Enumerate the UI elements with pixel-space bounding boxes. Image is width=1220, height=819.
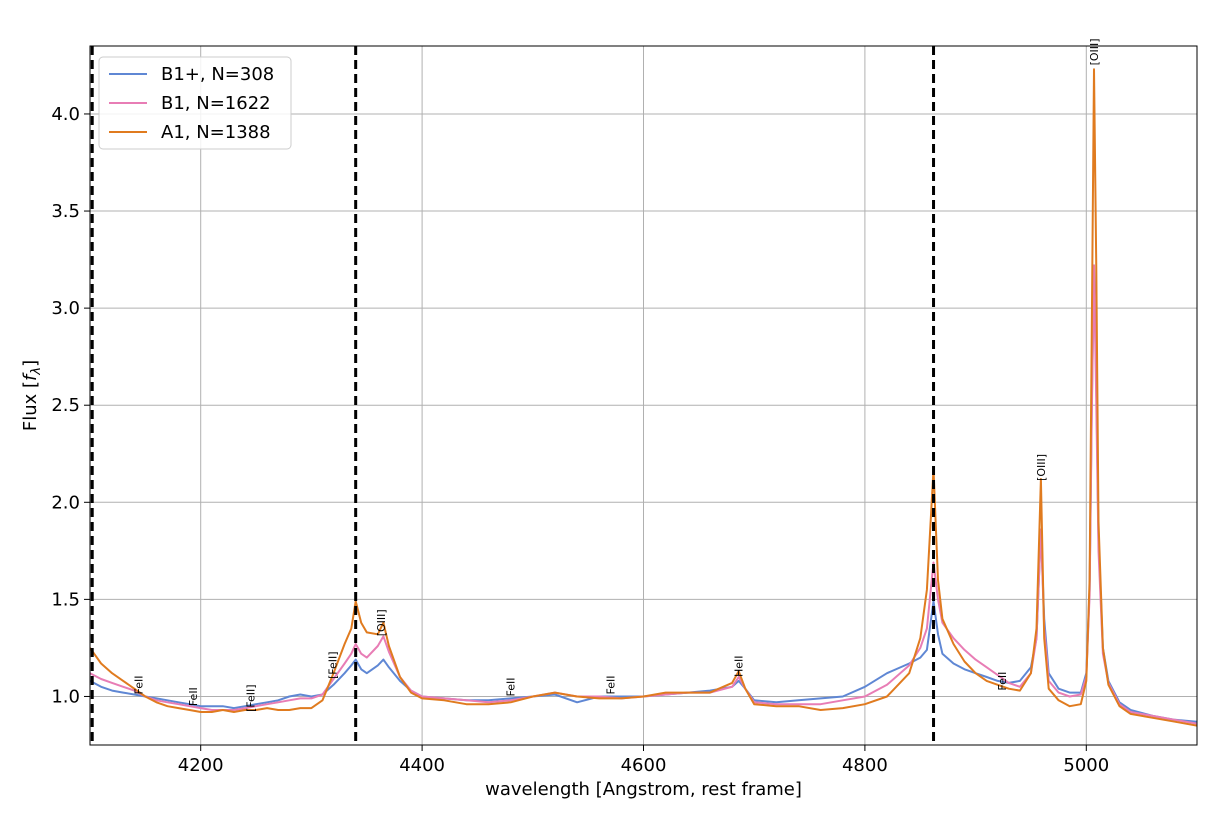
- line-label: [OIII]: [1035, 454, 1048, 481]
- line-label: FeII: [604, 676, 617, 695]
- y-tick-label: 2.0: [51, 492, 80, 513]
- line-label: FeII: [133, 676, 146, 695]
- y-tick-label: 1.0: [51, 686, 80, 707]
- line-label: [FeII]: [245, 684, 258, 712]
- legend-label: A1, N=1388: [161, 122, 271, 143]
- line-label: [OIII]: [1088, 38, 1101, 65]
- line-label: [FeII]: [326, 651, 339, 679]
- x-axis-label: wavelength [Angstrom, rest frame]: [485, 779, 802, 800]
- line-label: HeII: [733, 656, 746, 678]
- axis-ticks: 4200 4400 4600 4800 5000 1.0 1.5 2.0 2.5 3.0 3.5 4.…: [51, 104, 1109, 776]
- line-label: FeII: [187, 687, 200, 706]
- y-tick-label: 2.5: [51, 395, 80, 416]
- series-lines: [90, 68, 1197, 727]
- legend-label: B1, N=1622: [161, 93, 271, 114]
- line-label: FeII: [996, 672, 1009, 691]
- y-tick-label: 4.0: [51, 104, 80, 125]
- grid: [90, 46, 1197, 745]
- x-tick-label: 4400: [399, 755, 445, 776]
- y-axis-label-text: Flux [: [20, 381, 41, 431]
- line-label: FeII: [505, 677, 518, 696]
- y-tick-label: 3.5: [51, 201, 80, 222]
- line-label: [OIII]: [375, 609, 388, 636]
- y-tick-label: 1.5: [51, 589, 80, 610]
- y-axis-label-subscript: λ: [29, 367, 44, 376]
- x-tick-label: 5000: [1063, 755, 1109, 776]
- y-axis-label: Flux [fλ]: [20, 360, 44, 431]
- emission-line-labels: FeII FeII [FeII] [FeII] [OIII] FeII FeII HeII Fe…: [133, 38, 1101, 712]
- x-tick-label: 4800: [842, 755, 888, 776]
- series-line: [90, 68, 1197, 727]
- legend-label: B1+, N=308: [161, 64, 274, 85]
- x-tick-label: 4200: [178, 755, 224, 776]
- legend-box: [98, 56, 292, 150]
- y-axis-label-symbol: f: [20, 372, 41, 381]
- reference-lines: [90, 46, 936, 745]
- y-axis-label-close: ]: [20, 360, 41, 367]
- legend: B1+, N=308 B1, N=1622 A1, N=1388: [98, 56, 292, 150]
- x-tick-label: 4600: [621, 755, 667, 776]
- y-tick-label: 3.0: [51, 298, 80, 319]
